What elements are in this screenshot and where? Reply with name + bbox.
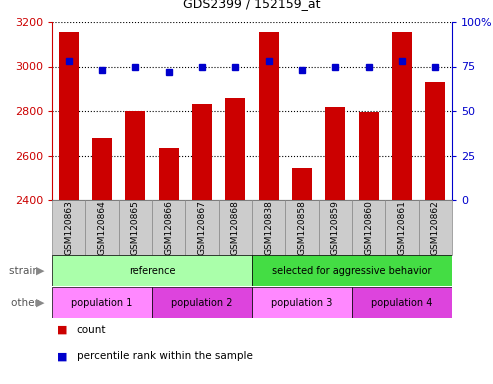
Text: ▶: ▶ [36, 298, 44, 308]
Text: GSM120838: GSM120838 [264, 200, 273, 255]
Bar [185, 200, 219, 255]
Text: population 3: population 3 [271, 298, 333, 308]
Text: count: count [76, 324, 106, 334]
Bar [192, 104, 212, 200]
Bar [225, 98, 246, 200]
Bar [252, 255, 452, 286]
Bar [125, 111, 145, 200]
Text: GSM120858: GSM120858 [297, 200, 307, 255]
Bar [52, 287, 152, 318]
Bar [92, 138, 112, 200]
Bar [252, 287, 352, 318]
Bar [219, 200, 252, 255]
Bar [252, 200, 285, 255]
Bar [259, 32, 279, 200]
Bar [419, 200, 452, 255]
Text: GSM120864: GSM120864 [98, 200, 106, 255]
Text: GSM120865: GSM120865 [131, 200, 140, 255]
Text: other: other [11, 298, 42, 308]
Text: GSM120860: GSM120860 [364, 200, 373, 255]
Bar [359, 112, 379, 200]
Text: ■: ■ [57, 351, 68, 361]
Text: population 2: population 2 [171, 298, 233, 308]
Bar [52, 255, 252, 286]
Text: ▶: ▶ [36, 265, 44, 275]
Bar [292, 168, 312, 200]
Bar [285, 200, 318, 255]
Bar [386, 200, 419, 255]
Bar [152, 287, 252, 318]
Bar [119, 200, 152, 255]
Text: GSM120867: GSM120867 [198, 200, 207, 255]
Text: population 1: population 1 [71, 298, 133, 308]
Text: GSM120859: GSM120859 [331, 200, 340, 255]
Text: reference: reference [129, 265, 175, 275]
Text: GSM120866: GSM120866 [164, 200, 173, 255]
Bar [318, 200, 352, 255]
Bar [425, 82, 445, 200]
Bar [325, 106, 345, 200]
Text: GSM120863: GSM120863 [64, 200, 73, 255]
Text: selected for aggressive behavior: selected for aggressive behavior [272, 265, 432, 275]
Text: GSM120861: GSM120861 [397, 200, 407, 255]
Text: GSM120862: GSM120862 [431, 200, 440, 255]
Bar [85, 200, 119, 255]
Bar [352, 287, 452, 318]
Bar [152, 200, 185, 255]
Text: strain: strain [9, 265, 42, 275]
Text: population 4: population 4 [371, 298, 433, 308]
Text: percentile rank within the sample: percentile rank within the sample [76, 351, 252, 361]
Bar [52, 200, 85, 255]
Bar [159, 148, 178, 200]
Bar [59, 32, 79, 200]
Bar [352, 200, 386, 255]
Bar [392, 32, 412, 200]
Text: GDS2399 / 152159_at: GDS2399 / 152159_at [183, 0, 321, 10]
Text: GSM120868: GSM120868 [231, 200, 240, 255]
Text: ■: ■ [57, 324, 68, 334]
